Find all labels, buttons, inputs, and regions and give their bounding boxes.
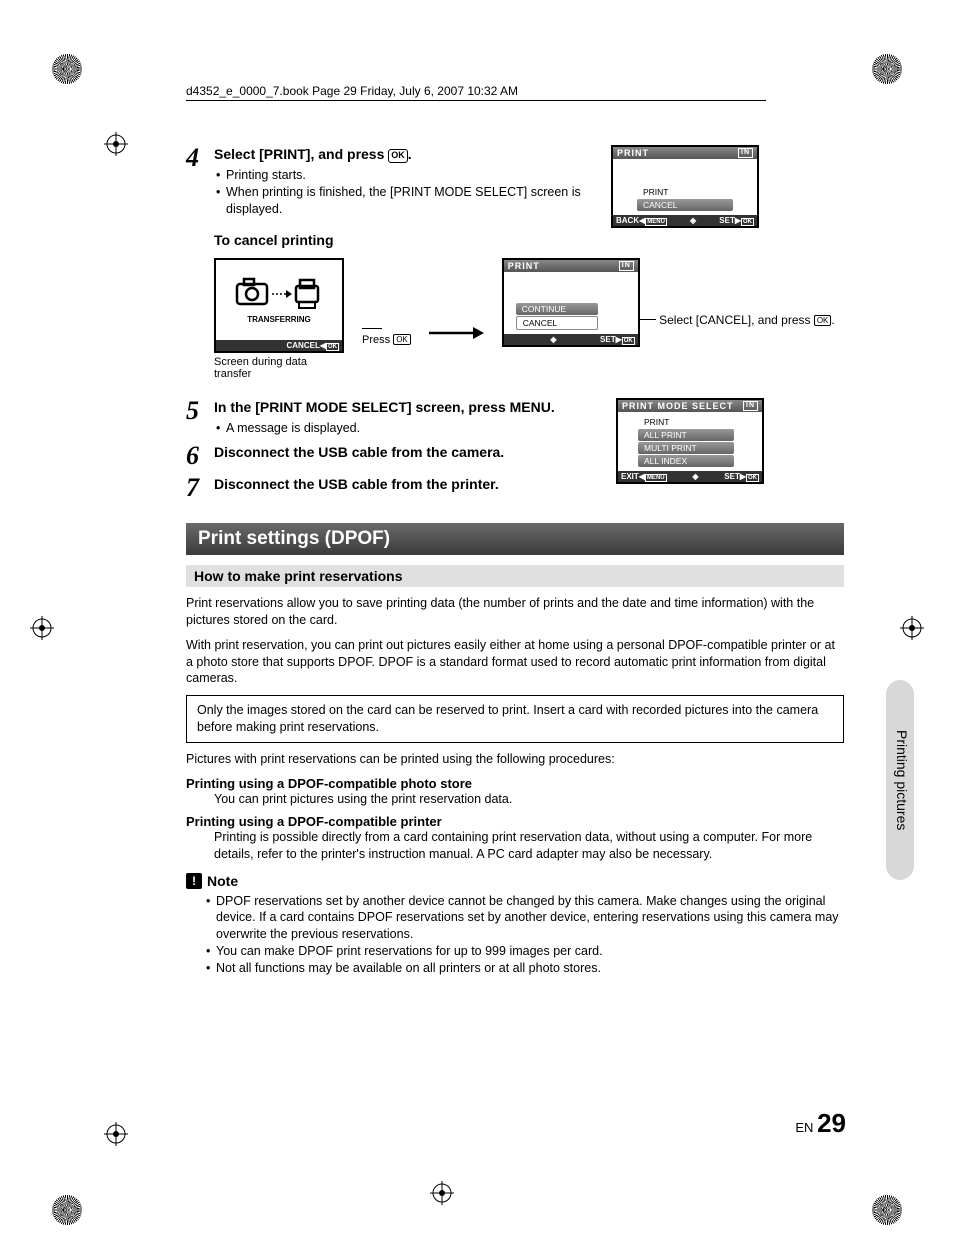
page-number: EN 29: [795, 1108, 846, 1139]
print-registration-decor: [872, 1195, 902, 1225]
ok-icon: OK: [393, 334, 411, 345]
in-badge: IN: [743, 401, 758, 411]
registration-mark: [900, 616, 924, 640]
screen-menu-item: ALL PRINT: [638, 429, 734, 441]
registration-mark: [104, 1122, 128, 1146]
footer-exit: EXIT◀MENU: [621, 472, 667, 481]
print-registration-decor: [52, 54, 82, 84]
in-badge: IN: [619, 261, 634, 271]
mode-select-screen: PRINT MODE SELECT IN PRINT ALL PRINT MUL…: [616, 398, 764, 484]
note-heading: ! Note: [186, 873, 844, 889]
transfer-screen: TRANSFERRING CANCEL◀OK: [214, 258, 344, 353]
paragraph-body: Printing is possible directly from a car…: [214, 829, 844, 863]
cancel-screen: PRINT IN CONTINUE CANCEL ◈ SET▶OK: [502, 258, 640, 347]
section-title: Print settings (DPOF): [186, 523, 844, 555]
screen-menu-item: CONTINUE: [516, 303, 598, 315]
paragraph-heading: Printing using a DPOF-compatible photo s…: [186, 776, 844, 791]
note-bullet: DPOF reservations set by another device …: [204, 893, 844, 944]
page-lang: EN: [795, 1120, 813, 1135]
registration-mark: [430, 1181, 454, 1205]
info-box: Only the images stored on the card can b…: [186, 695, 844, 743]
footer-center-icon: ◈: [690, 216, 696, 225]
transfer-caption: Screen during data transfer: [214, 356, 334, 380]
step-number: 5: [186, 398, 214, 424]
note-bullet: You can make DPOF print reservations for…: [204, 943, 844, 960]
print-registration-decor: [52, 1195, 82, 1225]
subsection-title: How to make print reservations: [186, 565, 844, 587]
footer-back: BACK◀MENU: [616, 216, 667, 225]
body-paragraph: Print reservations allow you to save pri…: [186, 595, 844, 629]
screen-menu-item: CANCEL: [516, 316, 598, 330]
body-paragraph: With print reservation, you can print ou…: [186, 637, 844, 688]
arrow-right-icon: [429, 314, 484, 348]
ok-icon: OK: [814, 315, 832, 326]
screen-title: PRINT: [508, 261, 540, 271]
step-bullet: When printing is finished, the [PRINT MO…: [214, 184, 584, 218]
footer-center-icon: ◈: [550, 335, 556, 344]
screen-menu-item: PRINT: [637, 186, 733, 198]
body-paragraph: Pictures with print reservations can be …: [186, 751, 844, 768]
note-icon: !: [186, 873, 202, 889]
step-title: In the [PRINT MODE SELECT] screen, press…: [214, 398, 594, 416]
ok-icon: OK: [388, 149, 408, 163]
print-screen: PRINT IN PRINT CANCEL BACK◀MENU ◈ SET▶OK: [611, 145, 759, 228]
step-bullet: Printing starts.: [214, 167, 584, 184]
screen-title: PRINT: [617, 148, 649, 158]
footer-cancel: CANCEL◀OK: [287, 341, 340, 350]
page-header: d4352_e_0000_7.book Page 29 Friday, July…: [186, 84, 766, 101]
step-number: 6: [186, 443, 214, 469]
screen-menu-item: PRINT: [638, 416, 734, 428]
select-cancel-label: Select [CANCEL], and press OK.: [658, 313, 835, 327]
press-ok-label: Press OK: [362, 334, 411, 346]
page-num-value: 29: [817, 1108, 846, 1138]
note-bullet: Not all functions may be available on al…: [204, 960, 844, 977]
chapter-tab-label: Printing pictures: [894, 730, 910, 830]
step-number: 4: [186, 145, 214, 171]
camera-printer-icon: [234, 276, 324, 311]
step-number: 7: [186, 475, 214, 501]
screen-menu-item: ALL INDEX: [638, 455, 734, 467]
screen-title: PRINT MODE SELECT: [622, 401, 734, 411]
step-bullet: A message is displayed.: [214, 420, 594, 437]
screen-menu-item: CANCEL: [637, 199, 733, 211]
registration-mark: [30, 616, 54, 640]
screen-menu-item: MULTI PRINT: [638, 442, 734, 454]
footer-set: SET▶OK: [600, 335, 635, 344]
footer-center-icon: ◈: [692, 472, 698, 481]
paragraph-heading: Printing using a DPOF-compatible printer: [186, 814, 844, 829]
cancel-heading: To cancel printing: [214, 232, 844, 248]
footer-set: SET▶OK: [724, 472, 759, 481]
in-badge: IN: [738, 148, 753, 158]
transferring-label: TRANSFERRING: [247, 315, 311, 324]
footer-set: SET▶OK: [719, 216, 754, 225]
registration-mark: [104, 132, 128, 156]
paragraph-body: You can print pictures using the print r…: [214, 791, 844, 808]
print-registration-decor: [872, 54, 902, 84]
